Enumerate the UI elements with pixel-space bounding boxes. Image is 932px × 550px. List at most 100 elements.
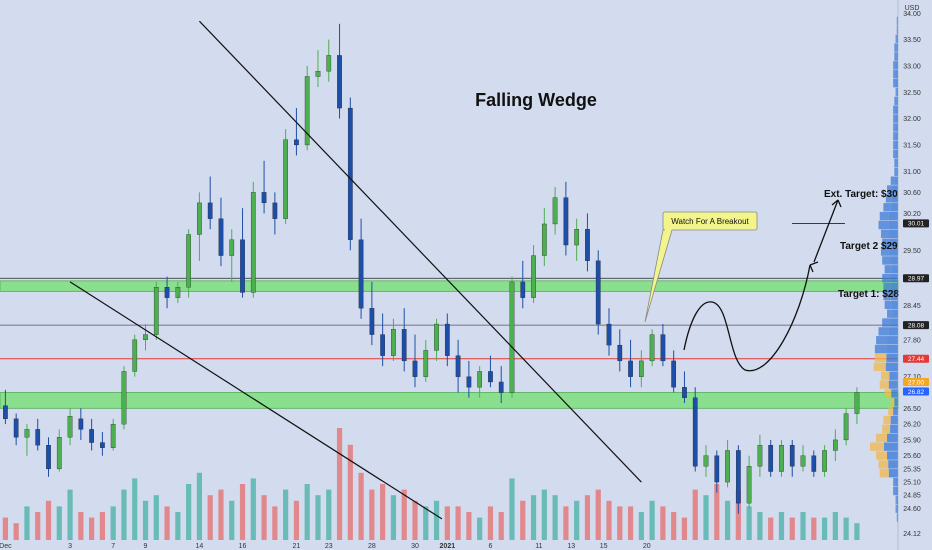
volume-bar-32 [347, 444, 353, 540]
volume-bar-7 [78, 512, 84, 540]
candle-body-37 [401, 329, 407, 362]
candle-body-15 [164, 287, 170, 298]
profile-bin-43 [893, 149, 896, 159]
candle-body-31 [337, 55, 342, 109]
candle-body-28 [304, 76, 310, 146]
price-badge-27.00 [903, 377, 929, 386]
profile-bin-b-21 [886, 344, 898, 354]
candle-body-48 [520, 281, 526, 298]
profile-bin-b-34 [889, 229, 898, 239]
y-tick-8: 26.50 [903, 406, 921, 413]
volume-bar-70 [757, 512, 763, 540]
price-badge-text-27.00: 27.00 [908, 379, 925, 386]
profile-bin-31 [882, 256, 891, 265]
volume-bar-16 [175, 512, 181, 540]
candle-body-39 [423, 350, 429, 377]
candle-body-2 [24, 429, 30, 438]
candle-body-33 [358, 239, 364, 309]
candle-body-69 [746, 466, 752, 504]
price-badges: 28.97 28.08 27.44 27.00 26.82 30.01 [903, 219, 929, 396]
volume-bar-55 [595, 489, 601, 540]
x-tick-30: 30 [411, 543, 419, 550]
projection-path [683, 199, 842, 372]
profile-bin-b-9 [887, 451, 898, 460]
profile-bin-38 [885, 194, 892, 203]
profile-bin-b-14 [893, 407, 898, 416]
candle-body-73 [789, 445, 795, 467]
price-badge-28.97 [903, 274, 929, 283]
x-tick-20: 20 [643, 543, 651, 550]
candle-body-53 [574, 229, 580, 246]
projection-arrowhead-2 [831, 199, 842, 208]
price-badge-text-26.82: 26.82 [908, 389, 925, 396]
volume-bar-40 [433, 500, 440, 540]
wedge-line-1 [69, 281, 443, 520]
y-tick-12: 27.80 [903, 337, 921, 344]
profile-bin-b-40 [894, 176, 898, 185]
candle-body-59 [638, 360, 644, 377]
candle-body-60 [649, 334, 655, 362]
volume-bar-15 [164, 506, 170, 540]
profile-bin-b-13 [890, 415, 898, 425]
volume-bar-62 [671, 512, 677, 540]
volume-bar-39 [423, 506, 429, 540]
candle-body-0 [3, 405, 8, 420]
volume-bar-22 [239, 484, 246, 540]
profile-bin-20 [874, 353, 887, 363]
profile-bin-b-57 [897, 25, 898, 35]
volume-bar-69 [746, 506, 752, 540]
candle-body-16 [175, 287, 181, 298]
price-badge-30.01 [903, 219, 929, 228]
y-tick-26: 34.00 [903, 11, 921, 18]
candles [3, 23, 860, 514]
candle-body-77 [833, 439, 838, 451]
profile-bin-30 [884, 265, 892, 274]
y-tick-21: 31.50 [903, 142, 921, 149]
profile-bin-35 [878, 220, 889, 230]
profile-bin-b-24 [890, 318, 898, 327]
profile-bin-b-35 [888, 220, 898, 230]
volume-bar-30 [326, 489, 332, 540]
candle-body-5 [56, 437, 62, 470]
profile-bin-27 [883, 291, 891, 301]
wedge-line-0 [198, 20, 642, 483]
profile-bin-b-30 [891, 265, 898, 274]
profile-bin-b-10 [884, 442, 898, 451]
candle-body-44 [477, 371, 483, 388]
y-tick-16: 29.50 [903, 248, 921, 255]
candle-body-64 [692, 397, 698, 467]
candle-body-74 [800, 455, 806, 467]
profile-bin-b-37 [890, 203, 898, 212]
volume-bar-3 [35, 512, 41, 540]
profile-bin-b-33 [890, 238, 898, 247]
price-badge-28.08 [903, 321, 929, 330]
volume-bar-14 [153, 495, 159, 540]
candle-body-36 [391, 329, 396, 356]
volume-bar-17 [186, 484, 192, 540]
candle-body-23 [250, 192, 256, 293]
volume-bar-52 [563, 506, 569, 540]
volume-bar-34 [369, 489, 375, 540]
volume-bar-27 [293, 500, 300, 540]
candle-body-19 [207, 202, 213, 219]
profile-bin-37 [883, 203, 891, 212]
profile-bin-b-50 [896, 87, 898, 97]
candle-body-1 [13, 418, 19, 438]
profile-bin-5 [893, 486, 896, 496]
candle-body-78 [843, 413, 849, 441]
y-tick-22: 32.00 [903, 116, 921, 123]
candle-body-51 [552, 197, 558, 225]
profile-bin-50 [895, 87, 897, 97]
y-tick-18: 30.20 [903, 211, 921, 218]
candle-body-67 [725, 450, 730, 483]
profile-bin-b-26 [891, 300, 898, 309]
profile-bin-23 [878, 327, 889, 336]
y-tick-10: 27.10 [903, 374, 921, 381]
profile-bin-b-22 [887, 336, 898, 345]
profile-bin-b-38 [891, 194, 898, 203]
candle-body-50 [541, 223, 547, 256]
profile-bin-b-46 [895, 123, 898, 132]
breakout-callout: Watch For A Breakout [644, 211, 758, 323]
profile-bin-19 [873, 362, 886, 372]
volume-bar-25 [272, 506, 278, 540]
